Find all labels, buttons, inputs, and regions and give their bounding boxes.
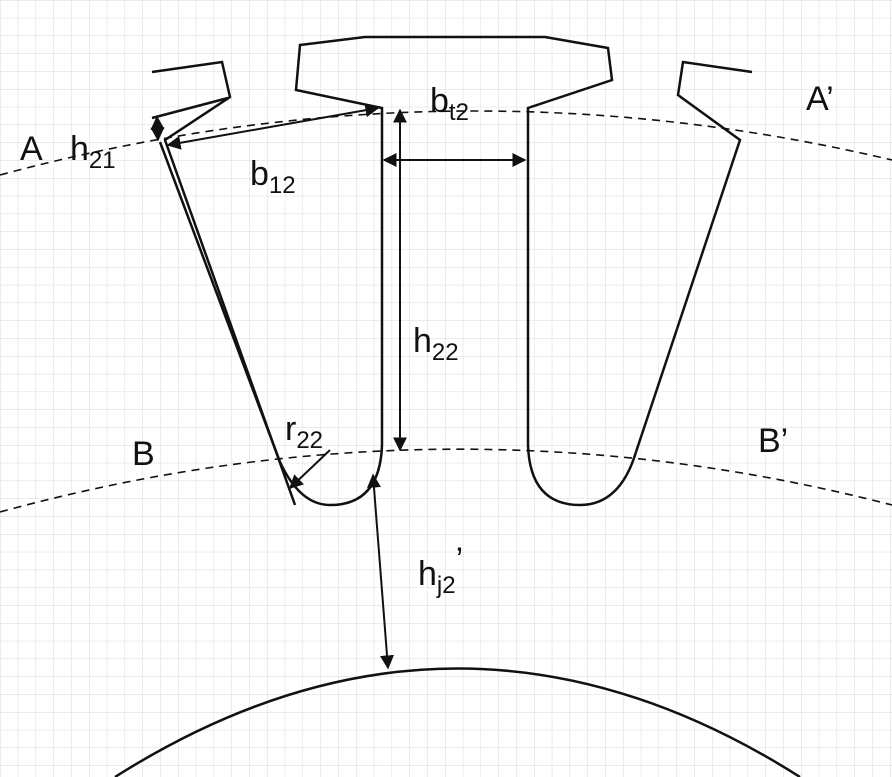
central-slot-outline [158,35,638,507]
label-hj2: hj2’ [418,541,463,599]
h21-arrow [150,115,165,142]
label-bt2: bt2 [430,82,469,126]
hj2-arrow [366,473,395,670]
label-hj2-main: h [418,555,437,593]
left-slot-lip [151,60,297,506]
label-bt2-main: b [430,82,449,120]
b12-arrow [166,103,380,150]
arc-A-dashed [0,110,892,176]
inner-bore-arc [114,667,801,777]
label-A-prime: A’ [806,80,834,118]
label-bt2-sub: t2 [449,99,469,126]
label-h21-sub: 21 [89,147,116,174]
arc-B-dashed [0,448,892,513]
label-r22: r22 [285,410,323,454]
label-hj2-prime: ’ [456,541,464,579]
label-h21-main: h [70,130,89,168]
label-b12-main: b [250,155,269,193]
label-h21: h21 [70,130,116,174]
label-B-prime: B’ [758,422,788,460]
label-b12: b12 [250,155,296,199]
label-h22-main: h [413,322,432,360]
label-h22: h22 [413,322,459,366]
label-r22-main: r [285,410,296,448]
r22-arrow [288,449,331,489]
label-hj2-sub: j2 [436,572,456,599]
label-b12-sub: 12 [269,172,296,199]
label-A: A [20,130,43,168]
label-r22-sub: 22 [296,427,323,454]
label-B: B [132,435,155,473]
label-h22-sub: 22 [432,339,459,366]
right-slot-outline [634,60,753,453]
